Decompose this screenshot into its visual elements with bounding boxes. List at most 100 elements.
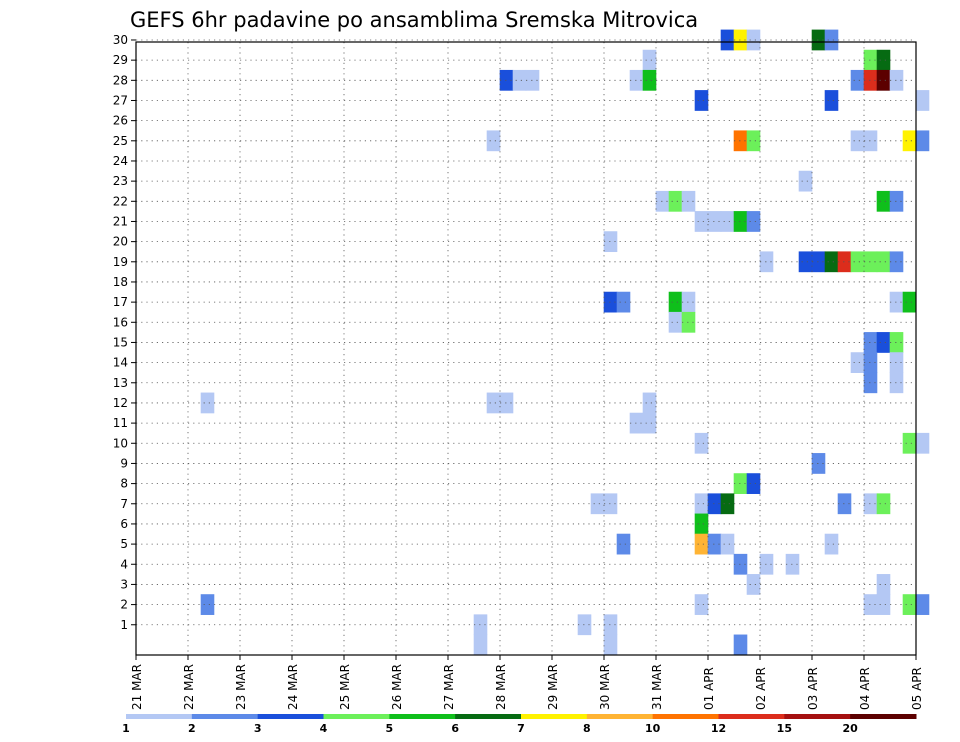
colorbar-label: 20 xyxy=(843,722,859,735)
colorbar-label: 2 xyxy=(188,722,196,735)
heatmap-cell xyxy=(759,553,774,575)
heatmap-cell xyxy=(486,392,501,414)
colorbar-swatch xyxy=(126,714,193,719)
heatmap-cell xyxy=(902,291,917,313)
heatmap-cell xyxy=(876,251,891,273)
heatmap-cell xyxy=(876,574,891,595)
heatmap-cell xyxy=(785,553,800,575)
y-tick-label: 20 xyxy=(113,235,128,249)
heatmap-cell xyxy=(863,594,878,615)
y-tick-label: 3 xyxy=(120,577,128,591)
x-tick-label: 30 MAR xyxy=(598,664,612,710)
heatmap-cell xyxy=(863,493,878,515)
y-tick-label: 19 xyxy=(113,255,128,269)
x-tick-label: 04 APR xyxy=(858,667,872,710)
heatmap-cell xyxy=(694,513,709,535)
y-tick-label: 7 xyxy=(120,497,128,511)
heatmap-cell xyxy=(876,69,891,91)
heatmap-cell xyxy=(733,473,748,494)
heatmap-cell xyxy=(837,251,852,273)
heatmap-cell xyxy=(902,432,917,454)
y-tick-label: 10 xyxy=(113,436,128,450)
heatmap-cell xyxy=(863,352,878,373)
heatmap-cell xyxy=(694,211,709,232)
colorbar-label: 15 xyxy=(777,722,792,735)
y-tick-label: 13 xyxy=(113,376,128,390)
heatmap-cell xyxy=(824,29,839,51)
colorbar-swatch xyxy=(718,714,785,719)
heatmap-cell xyxy=(824,90,839,111)
heatmap-cell xyxy=(759,251,774,273)
colorbar-swatch xyxy=(652,714,719,719)
heatmap-cell xyxy=(824,533,839,555)
heatmap-cell xyxy=(733,130,748,152)
x-tick-label: 25 MAR xyxy=(338,664,352,710)
colorbar-label: 7 xyxy=(517,722,525,735)
heatmap-cell xyxy=(824,251,839,273)
heatmap-cell xyxy=(668,291,683,313)
colorbar-swatch xyxy=(323,714,390,719)
heatmap-cell xyxy=(889,190,904,212)
heatmap-cell xyxy=(681,311,696,333)
y-tick-label: 9 xyxy=(120,456,128,470)
x-tick-label: 21 MAR xyxy=(130,664,144,710)
x-tick-label: 28 MAR xyxy=(494,664,508,710)
heatmap-cell xyxy=(603,291,618,313)
y-tick-label: 6 xyxy=(120,517,128,531)
heatmap-cell xyxy=(720,533,735,555)
y-tick-label: 8 xyxy=(120,477,128,491)
y-tick-label: 30 xyxy=(113,33,128,47)
heatmap-cell xyxy=(811,251,826,273)
x-axis: 21 MAR 22 MAR 23 MAR 24 MAR 25 MAR 26 MAR 27 M… xyxy=(130,655,924,710)
y-tick-label: 14 xyxy=(113,356,128,370)
heatmap-cell xyxy=(733,211,748,232)
colorbar-label: 1 xyxy=(122,722,130,735)
y-tick-label: 18 xyxy=(113,275,128,289)
y-tick-label: 15 xyxy=(113,335,128,349)
heatmap-cell xyxy=(889,332,904,353)
heatmap-cell xyxy=(915,432,930,454)
x-tick-label: 27 MAR xyxy=(442,664,456,710)
y-axis: 1234567891011121314151617181920212223242… xyxy=(113,33,136,632)
heatmap-cell xyxy=(746,130,761,152)
y-tick-label: 2 xyxy=(120,598,128,612)
heatmap-cell xyxy=(746,574,761,595)
x-tick-label: 29 MAR xyxy=(546,664,560,710)
grid-lines xyxy=(135,39,917,655)
heatmap-cell xyxy=(863,130,878,152)
colorbar-swatch xyxy=(521,714,588,719)
heatmap-cell xyxy=(889,372,904,394)
colorbar-swatch xyxy=(191,714,259,719)
heatmap-cell xyxy=(733,634,748,656)
heatmap-cell xyxy=(512,69,527,91)
colorbar-swatch xyxy=(850,714,917,719)
heatmap-cell xyxy=(863,49,878,71)
heatmap-cell xyxy=(668,311,683,333)
heatmap-cell xyxy=(811,29,826,51)
y-tick-label: 24 xyxy=(113,154,128,168)
heatmap-cell xyxy=(200,594,215,615)
heatmap-cell xyxy=(694,493,709,515)
colorbar: 1 2 3 4 5 6 7 8 10 12 15 20 xyxy=(122,714,917,735)
colorbar-label: 5 xyxy=(386,722,394,735)
heatmap-cell xyxy=(681,190,696,212)
heatmap-cell xyxy=(642,392,657,414)
y-tick-label: 11 xyxy=(113,416,128,430)
y-tick-label: 12 xyxy=(113,396,128,410)
x-tick-label: 26 MAR xyxy=(390,664,404,710)
heatmap-cell xyxy=(629,412,644,434)
heatmap-cell xyxy=(850,251,865,273)
heatmap-cell xyxy=(707,533,722,555)
heatmap-cell xyxy=(681,291,696,313)
heatmap-cell xyxy=(902,594,917,615)
heatmap-cell xyxy=(590,493,605,515)
heatmap-cell xyxy=(850,69,865,91)
chart-title: GEFS 6hr padavine po ansamblima Sremska … xyxy=(130,8,698,32)
heatmap-cell xyxy=(694,432,709,454)
colorbar-label: 8 xyxy=(583,722,591,735)
heatmap-cell xyxy=(746,211,761,232)
y-tick-label: 26 xyxy=(113,114,128,128)
heatmap-cell xyxy=(863,372,878,394)
colorbar-swatch xyxy=(257,714,324,719)
